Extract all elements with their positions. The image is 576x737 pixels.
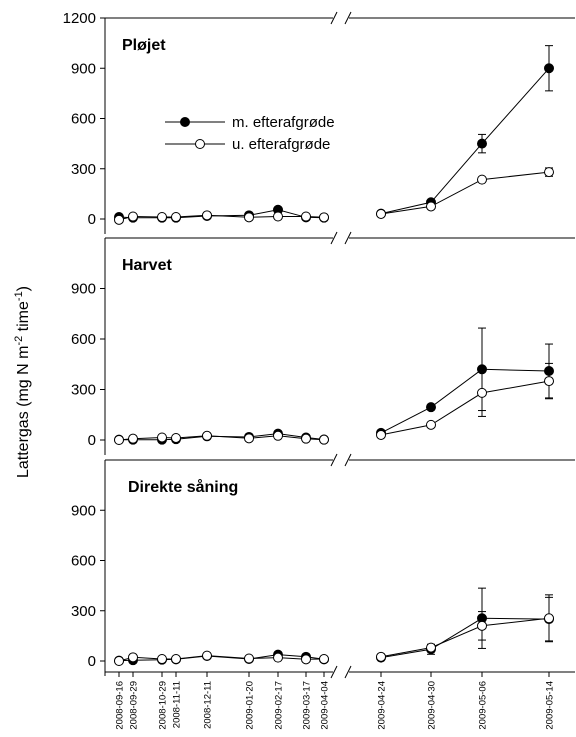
data-point-u-efterafgrode xyxy=(477,174,487,185)
panel-title: Pløjet xyxy=(122,37,166,54)
axis-break-mark xyxy=(344,231,352,245)
y-tick-label: 600 xyxy=(71,553,96,570)
x-axis: 2008-09-16 2008-09-29 2008-10-29 2008-11-11… xyxy=(105,665,575,730)
y-tick-label: 0 xyxy=(88,432,96,449)
data-point-u-efterafgrode xyxy=(544,613,554,624)
series-line-u-efterafgrode xyxy=(380,171,550,215)
data-point-u-efterafgrode xyxy=(202,650,212,661)
series-line-m-efterafgrode xyxy=(380,67,550,215)
data-point-u-efterafgrode xyxy=(301,654,311,665)
y-tick-label: 0 xyxy=(88,211,96,228)
data-point-u-efterafgrode xyxy=(157,432,167,443)
data-point-u-efterafgrode xyxy=(376,651,386,662)
data-point-u-efterafgrode xyxy=(544,167,554,178)
data-point-u-efterafgrode xyxy=(171,211,181,222)
y-tick-label: 300 xyxy=(71,382,96,399)
data-point-u-efterafgrode xyxy=(273,211,283,222)
data-point-u-efterafgrode xyxy=(244,653,254,664)
y-tick-label: 900 xyxy=(71,502,96,519)
legend-marker-filled xyxy=(180,117,190,127)
data-point-u-efterafgrode xyxy=(301,211,311,222)
panels: 0 300 600 900 1200 Pløjet 0 300 600 900 Harvet 0 300… xyxy=(63,10,575,676)
y-tick-label: 600 xyxy=(71,111,96,128)
x-tick-label: 2009-05-06 xyxy=(478,681,489,730)
data-point-m-efterafgrode xyxy=(477,138,487,149)
legend-label-u-efterafgrode: u. efterafgrøde xyxy=(232,136,330,153)
data-point-u-efterafgrode xyxy=(114,435,124,445)
data-point-u-efterafgrode xyxy=(477,387,487,398)
series-line-u-efterafgrode xyxy=(380,617,550,658)
legend: m. efterafgrøde u. efterafgrøde xyxy=(165,114,335,153)
data-point-u-efterafgrode xyxy=(244,433,254,444)
y-tick-label: 900 xyxy=(71,281,96,298)
axis-break-mark xyxy=(330,231,338,245)
x-tick-label: 2009-04-30 xyxy=(427,681,438,730)
data-point-u-efterafgrode xyxy=(477,620,487,631)
data-point-u-efterafgrode xyxy=(426,419,436,430)
x-tick-label: 2008-12-11 xyxy=(203,681,214,729)
data-point-u-efterafgrode xyxy=(202,210,212,221)
data-point-u-efterafgrode xyxy=(301,433,311,444)
x-tick-label: 2008-10-29 xyxy=(158,681,169,730)
y-axis-label: Lattergas (mg N m-2 time-1) xyxy=(13,286,32,478)
data-point-u-efterafgrode xyxy=(171,432,181,443)
x-tick-label: 2008-09-16 xyxy=(115,681,126,730)
data-point-u-efterafgrode xyxy=(426,642,436,653)
data-point-u-efterafgrode xyxy=(114,656,124,666)
data-point-u-efterafgrode xyxy=(244,212,254,223)
data-point-u-efterafgrode xyxy=(114,214,124,225)
data-point-u-efterafgrode xyxy=(273,430,283,441)
data-point-u-efterafgrode xyxy=(319,653,329,664)
y-tick-label: 300 xyxy=(71,603,96,620)
data-point-u-efterafgrode xyxy=(157,211,167,222)
y-tick-label: 300 xyxy=(71,161,96,178)
data-point-u-efterafgrode xyxy=(319,212,329,223)
y-tick-label: 1200 xyxy=(63,10,96,27)
data-point-u-efterafgrode xyxy=(426,201,436,212)
data-point-u-efterafgrode xyxy=(171,653,181,664)
axis-break-mark xyxy=(344,453,352,467)
axis-break-mark xyxy=(344,665,352,679)
data-point-u-efterafgrode xyxy=(376,208,386,219)
data-point-u-efterafgrode xyxy=(544,376,554,387)
legend-marker-open xyxy=(195,139,205,149)
panel-0: 0 300 600 900 1200 Pløjet xyxy=(63,10,575,234)
data-point-m-efterafgrode xyxy=(544,63,554,74)
panel-title: Harvet xyxy=(122,257,172,274)
y-tick-label: 900 xyxy=(71,60,96,77)
x-tick-label: 2008-11-11 xyxy=(172,681,183,728)
axis-break-mark xyxy=(330,453,338,467)
data-point-u-efterafgrode xyxy=(273,652,283,663)
panel-title: Direkte såning xyxy=(128,478,238,496)
axis-break-mark xyxy=(330,665,338,679)
series-line-m-efterafgrode xyxy=(380,368,550,434)
x-tick-label: 2009-05-14 xyxy=(545,681,556,730)
data-point-m-efterafgrode xyxy=(426,402,436,413)
x-tick-label: 2009-02-17 xyxy=(274,681,285,730)
series-line-m-efterafgrode xyxy=(118,654,325,662)
y-tick-label: 600 xyxy=(71,331,96,348)
panel-2: 0 300 600 900 Direkte såning xyxy=(71,453,575,676)
series-line-u-efterafgrode xyxy=(380,380,550,436)
x-tick-label: 2009-03-17 xyxy=(302,681,313,730)
data-point-u-efterafgrode xyxy=(128,211,138,222)
x-tick-label: 2009-04-04 xyxy=(320,681,331,730)
x-tick-label: 2008-09-29 xyxy=(129,681,140,730)
data-point-u-efterafgrode xyxy=(202,430,212,441)
data-point-u-efterafgrode xyxy=(128,652,138,663)
panel-1: 0 300 600 900 Harvet xyxy=(71,231,575,455)
data-point-u-efterafgrode xyxy=(157,653,167,664)
axis-break-mark xyxy=(344,11,352,25)
data-point-u-efterafgrode xyxy=(376,429,386,440)
legend-label-m-efterafgrode: m. efterafgrøde xyxy=(232,114,335,131)
data-point-u-efterafgrode xyxy=(319,434,329,445)
y-tick-label: 0 xyxy=(88,653,96,670)
axis-break-mark xyxy=(330,11,338,25)
series-line-m-efterafgrode xyxy=(380,617,550,659)
data-point-u-efterafgrode xyxy=(128,433,138,444)
x-tick-label: 2009-04-24 xyxy=(377,681,388,730)
x-tick-label: 2009-01-20 xyxy=(245,681,256,730)
